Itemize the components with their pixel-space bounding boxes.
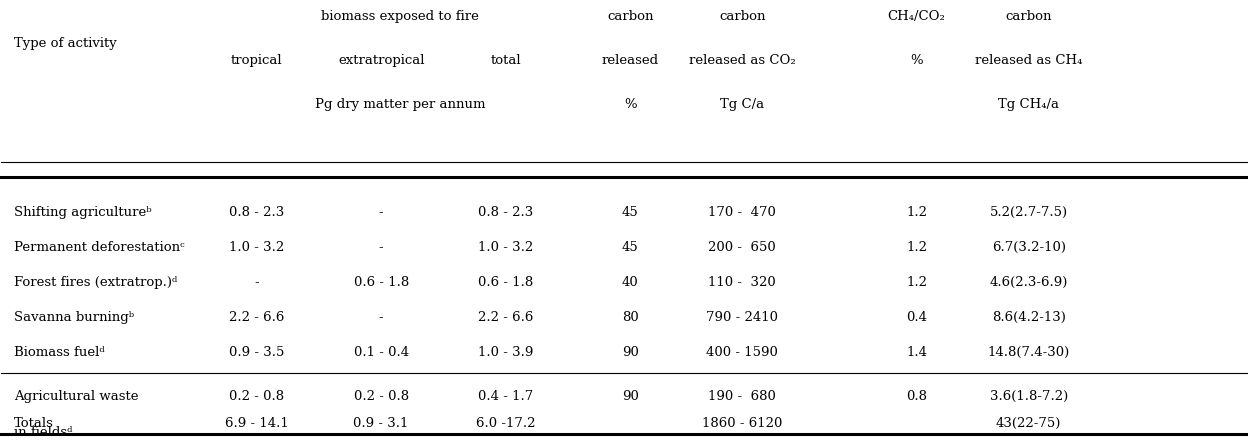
Text: 400 - 1590: 400 - 1590 — [706, 346, 779, 359]
Text: 1860 - 6120: 1860 - 6120 — [703, 417, 782, 430]
Text: 45: 45 — [622, 241, 639, 254]
Text: %: % — [910, 54, 924, 67]
Text: 0.9 - 3.1: 0.9 - 3.1 — [353, 417, 409, 430]
Text: 80: 80 — [622, 311, 639, 324]
Text: 0.4: 0.4 — [906, 311, 927, 324]
Text: 1.0 - 3.2: 1.0 - 3.2 — [478, 241, 533, 254]
Text: released: released — [602, 54, 659, 67]
Text: 1.4: 1.4 — [906, 346, 927, 359]
Text: 6.7(3.2-10): 6.7(3.2-10) — [992, 241, 1066, 254]
Text: 0.8 - 2.3: 0.8 - 2.3 — [478, 206, 533, 219]
Text: Agricultural waste: Agricultural waste — [14, 390, 139, 403]
Text: Biomass fuelᵈ: Biomass fuelᵈ — [14, 346, 105, 359]
Text: 170 -  470: 170 - 470 — [709, 206, 776, 219]
Text: 1.0 - 3.9: 1.0 - 3.9 — [478, 346, 533, 359]
Text: 2.2 - 6.6: 2.2 - 6.6 — [228, 311, 285, 324]
Text: 1.2: 1.2 — [906, 241, 927, 254]
Text: 200 -  650: 200 - 650 — [709, 241, 776, 254]
Text: 5.2(2.7-7.5): 5.2(2.7-7.5) — [990, 206, 1068, 219]
Text: 8.6(4.2-13): 8.6(4.2-13) — [992, 311, 1066, 324]
Text: total: total — [490, 54, 520, 67]
Text: 1.2: 1.2 — [906, 276, 927, 289]
Text: 0.1 - 0.4: 0.1 - 0.4 — [353, 346, 409, 359]
Text: Totals: Totals — [14, 417, 54, 430]
Text: 6.0 -17.2: 6.0 -17.2 — [475, 417, 535, 430]
Text: in fieldsᵈ: in fieldsᵈ — [14, 426, 72, 440]
Text: Pg dry matter per annum: Pg dry matter per annum — [314, 98, 485, 111]
Text: 0.9 - 3.5: 0.9 - 3.5 — [228, 346, 285, 359]
Text: %: % — [624, 98, 636, 111]
Text: Shifting agricultureᵇ: Shifting agricultureᵇ — [14, 206, 151, 219]
Text: 190 -  680: 190 - 680 — [709, 390, 776, 403]
Text: -: - — [379, 206, 383, 219]
Text: Savanna burningᵇ: Savanna burningᵇ — [14, 311, 134, 324]
Text: 90: 90 — [622, 390, 639, 403]
Text: CH₄/CO₂: CH₄/CO₂ — [887, 10, 946, 23]
Text: 1.0 - 3.2: 1.0 - 3.2 — [230, 241, 285, 254]
Text: biomass exposed to fire: biomass exposed to fire — [321, 10, 479, 23]
Text: released as CH₄: released as CH₄ — [975, 54, 1082, 67]
Text: Permanent deforestationᶜ: Permanent deforestationᶜ — [14, 241, 185, 254]
Text: 0.8 - 2.3: 0.8 - 2.3 — [230, 206, 285, 219]
Text: tropical: tropical — [231, 54, 282, 67]
Text: -: - — [379, 241, 383, 254]
Text: 0.2 - 0.8: 0.2 - 0.8 — [230, 390, 285, 403]
Text: 3.6(1.8-7.2): 3.6(1.8-7.2) — [990, 390, 1068, 403]
Text: carbon: carbon — [607, 10, 654, 23]
Text: 6.9 - 14.1: 6.9 - 14.1 — [225, 417, 288, 430]
Text: 0.8: 0.8 — [906, 390, 927, 403]
Text: Type of activity: Type of activity — [14, 36, 116, 50]
Text: 0.6 - 1.8: 0.6 - 1.8 — [478, 276, 533, 289]
Text: 0.2 - 0.8: 0.2 - 0.8 — [353, 390, 409, 403]
Text: 4.6(2.3-6.9): 4.6(2.3-6.9) — [990, 276, 1068, 289]
Text: 14.8(7.4-30): 14.8(7.4-30) — [987, 346, 1070, 359]
Text: -: - — [379, 311, 383, 324]
Text: -: - — [255, 276, 260, 289]
Text: 0.4 - 1.7: 0.4 - 1.7 — [478, 390, 533, 403]
Text: 43(22-75): 43(22-75) — [996, 417, 1061, 430]
Text: 1.2: 1.2 — [906, 206, 927, 219]
Text: 40: 40 — [622, 276, 639, 289]
Text: extratropical: extratropical — [338, 54, 424, 67]
Text: carbon: carbon — [1006, 10, 1052, 23]
Text: 0.6 - 1.8: 0.6 - 1.8 — [353, 276, 409, 289]
Text: Tg CH₄/a: Tg CH₄/a — [998, 98, 1060, 111]
Text: 790 - 2410: 790 - 2410 — [706, 311, 779, 324]
Text: Forest fires (extratrop.)ᵈ: Forest fires (extratrop.)ᵈ — [14, 276, 177, 289]
Text: released as CO₂: released as CO₂ — [689, 54, 796, 67]
Text: Tg C/a: Tg C/a — [720, 98, 764, 111]
Text: 90: 90 — [622, 346, 639, 359]
Text: 45: 45 — [622, 206, 639, 219]
Text: carbon: carbon — [719, 10, 765, 23]
Text: 110 -  320: 110 - 320 — [709, 276, 776, 289]
Text: 2.2 - 6.6: 2.2 - 6.6 — [478, 311, 533, 324]
